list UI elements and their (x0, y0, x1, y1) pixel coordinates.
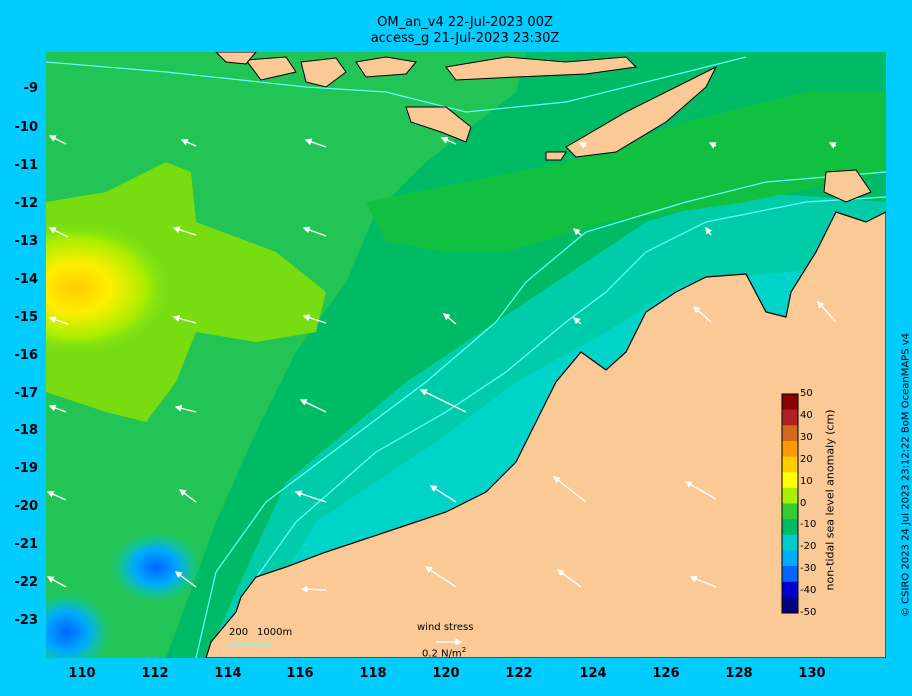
y-tick-label: -13 (14, 234, 39, 249)
y-tick-label: -9 (23, 81, 38, 96)
colorbar-segment (782, 550, 798, 567)
x-tick-label: 120 (432, 666, 460, 681)
x-tick-label: 122 (505, 666, 533, 681)
y-tick-label: -18 (14, 423, 39, 438)
northern-green-region (366, 92, 886, 252)
colorbar-tick-label: -20 (800, 541, 817, 552)
wind-stress-label: wind stress (417, 622, 474, 633)
bathymetry-contour-1000m (195, 171, 886, 658)
colorbar-tick-label: 40 (800, 410, 813, 421)
island-sumbawa (355, 56, 417, 78)
x-tick-label: 116 (286, 666, 314, 681)
y-tick-label: -11 (14, 158, 39, 173)
wind-stress-scale-value: 0.2 N/m (422, 648, 462, 660)
colorbar-tick-label: 10 (800, 476, 813, 487)
y-tick-label: -17 (14, 386, 39, 401)
x-tick-label: 118 (359, 666, 387, 681)
colorbar-segment (782, 409, 798, 426)
anomaly-minimum-a (111, 532, 201, 602)
colorbar-tick-label: 0 (800, 498, 807, 509)
x-tick-label: 112 (141, 666, 169, 681)
y-tick-label: -16 (14, 348, 39, 363)
bathymetry-contour-200m (210, 196, 886, 658)
colorbar-segment (782, 487, 798, 504)
bathymetry-label-1000: 1000m (257, 627, 293, 638)
colorbar-segment (782, 566, 798, 583)
anomaly-minimum-b (46, 592, 111, 658)
wind-arrows (46, 135, 837, 593)
colorbar-segment (782, 456, 798, 473)
y-tick-label: -19 (14, 461, 39, 476)
y-tick-label: -21 (14, 537, 39, 552)
island-java-tip (215, 52, 257, 65)
bathymetry-contour-north (46, 56, 747, 113)
colorbar-tick-label: -50 (800, 607, 817, 618)
colorbar-title: non-tidal sea level anomaly (cm) (823, 409, 837, 591)
island-rote (545, 151, 567, 161)
x-tick-label: 110 (68, 666, 96, 681)
y-tick-label: -23 (14, 613, 39, 628)
y-tick-label: -12 (14, 196, 39, 211)
island-bali (245, 56, 297, 81)
australia-landmass (205, 211, 886, 658)
colorbar-tick-label: -30 (800, 563, 817, 574)
colorbar-segment (782, 581, 798, 598)
colorbar-segment (782, 534, 798, 551)
bathymetry-label-200: 200 (229, 627, 249, 638)
island-lombok (300, 57, 347, 88)
island-timor (565, 65, 718, 158)
island-chain-north (445, 56, 638, 81)
colorbar-segment (782, 519, 798, 536)
colorbar-segment (782, 472, 798, 489)
map-title-line2: access_g 21-Jul-2023 23:30Z (370, 31, 560, 46)
colorbar-segment (782, 597, 798, 614)
x-tick-label: 128 (725, 666, 753, 681)
copyright-notice: © CSIRO 2023 24 Jul 2023 23:12:22 BoM Oc… (900, 332, 912, 618)
colorbar-segment (782, 394, 798, 411)
wind-stress-scale-exponent: 2 (461, 646, 467, 654)
y-tick-label: -22 (14, 575, 39, 590)
y-tick-label: -15 (14, 310, 39, 325)
island-melville (823, 169, 872, 203)
x-tick-label: 130 (798, 666, 826, 681)
colorbar-segment (782, 425, 798, 442)
colorbar-tick-label: -40 (800, 585, 817, 596)
wind-stress-scale-label: 0.2 N/m2 (422, 646, 466, 659)
map-title-line1: OM_an_v4 22-Jul-2023 00Z (377, 15, 553, 30)
colorbar-segment (782, 503, 798, 520)
colorbar (781, 393, 799, 614)
y-tick-label: -10 (14, 120, 39, 135)
island-sumba (405, 106, 472, 143)
anomaly-maximum (46, 218, 176, 358)
colorbar-frame (781, 393, 799, 614)
y-tick-label: -14 (14, 272, 39, 287)
colorbar-tick-label: -10 (800, 519, 817, 530)
colorbar-tick-label: 30 (800, 432, 813, 443)
colorbar-tick-label: 50 (800, 388, 813, 399)
colorbar-segment (782, 440, 798, 458)
y-tick-label: -20 (14, 499, 39, 514)
x-tick-label: 114 (214, 666, 242, 681)
x-tick-label: 126 (652, 666, 680, 681)
sea-level-map (46, 52, 886, 658)
colorbar-tick-label: 20 (800, 454, 813, 465)
x-tick-label: 124 (579, 666, 607, 681)
